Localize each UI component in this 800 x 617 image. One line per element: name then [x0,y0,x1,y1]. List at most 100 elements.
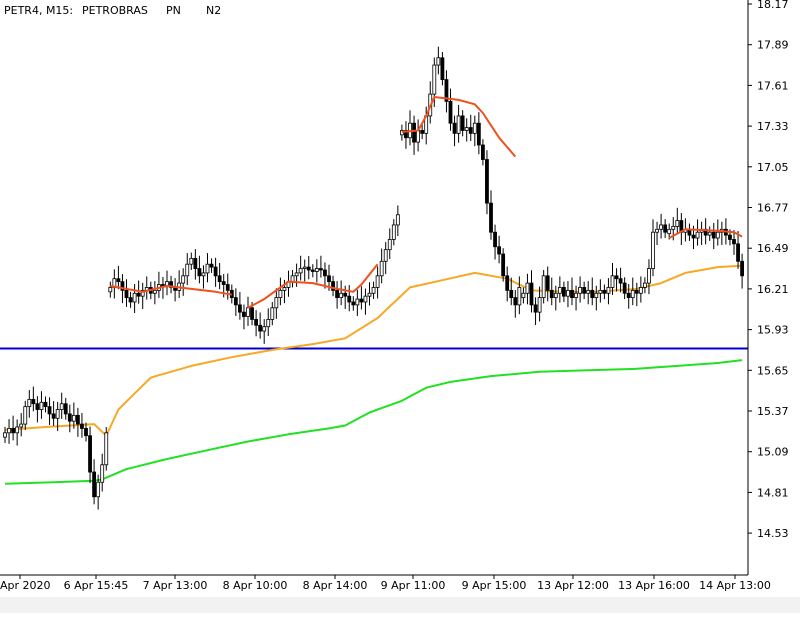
candle-body [152,289,157,294]
candle-body [387,239,392,251]
candle-body [351,301,356,306]
candle-body [557,287,562,294]
candle-body [711,231,716,239]
candle-body [221,281,226,285]
candle-body [383,249,388,262]
candle-body [493,231,497,248]
candle-body [647,268,651,284]
candle-body [298,268,303,274]
y-tick-label: 16.77 [757,202,789,215]
candle-body [578,287,582,294]
candle-body [634,289,639,294]
title-symbol-period: PETR4, M15: [4,4,73,17]
candle-body [582,287,587,294]
candle-body [610,275,615,288]
candle-body [80,423,84,429]
candle-body [270,307,275,320]
candle-body [323,269,327,277]
candle-body [71,414,76,422]
candle-body [371,287,376,294]
candle-body [294,272,299,277]
candle-body [189,257,194,265]
candle-body [626,292,631,299]
candle-body [614,275,619,280]
candle-body [630,289,635,299]
candle-body [728,234,732,240]
y-tick-label: 14.53 [757,527,789,540]
candle-body [513,297,518,306]
candle-body [525,282,530,294]
candle-body [456,115,461,134]
candle-body [266,319,271,328]
candle-body [310,269,315,272]
candle-body [67,413,72,422]
candle-body [359,298,364,303]
y-tick-label: 15.65 [757,364,789,377]
candle-body [258,324,263,332]
candle-body [120,281,125,291]
candle-body [76,414,80,425]
candle-body [472,122,477,134]
candle-body [391,224,396,240]
candle-body [497,246,502,255]
candle-body [355,298,360,306]
candle-body [549,289,554,299]
candle-body [217,275,222,283]
candle-body [464,127,469,131]
candle-body [274,297,279,309]
candle-body [27,398,32,408]
y-tick-label: 18.17 [757,0,789,11]
candle-body [363,295,368,303]
candle-body [517,287,522,306]
candle-body [675,220,680,227]
candle-body [501,253,506,277]
candle-body [201,272,206,277]
candle-body [586,289,591,294]
y-tick-label: 17.33 [757,120,789,133]
y-tick-label: 17.89 [757,39,789,52]
fast-ma-segment [247,263,379,309]
candle-body [460,115,465,131]
y-tick-label: 15.93 [757,324,789,337]
candle-body [663,224,668,233]
x-tick-label: 6 Apr 15:45 [64,579,129,592]
candle-body [651,231,655,269]
candle-body [695,231,700,239]
candle-body [47,406,52,415]
candle-body [128,297,133,303]
candle-body [432,64,437,95]
candle-body [15,426,20,434]
candle-body [622,282,627,294]
candle-body [262,326,267,332]
x-tick-label: 13 Apr 16:00 [618,579,690,592]
candle-body [51,413,56,419]
candle-body [420,130,425,134]
y-tick-label: 17.05 [757,161,789,174]
candle-body [379,260,384,277]
candle-body [254,319,259,326]
x-tick-label: 9 Apr 11:00 [381,579,446,592]
candle-body [590,289,595,299]
candle-body [63,403,68,415]
candle-body [246,307,250,317]
slow-ma-line [4,359,743,485]
candle-body [136,292,141,297]
candle-body [480,144,485,160]
candle-body [638,287,643,294]
candle-body [237,304,242,313]
candle-body [529,282,534,306]
candle-body [707,231,712,236]
candle-body [537,297,542,313]
candle-body [541,275,546,299]
candle-body [404,130,408,139]
candle-body [23,406,28,425]
candle-body [574,292,578,299]
candle-body [181,275,186,284]
candle-body [416,130,421,143]
candle-body [476,122,481,146]
candle-body [643,282,647,288]
fast-ma-segment [668,228,743,239]
